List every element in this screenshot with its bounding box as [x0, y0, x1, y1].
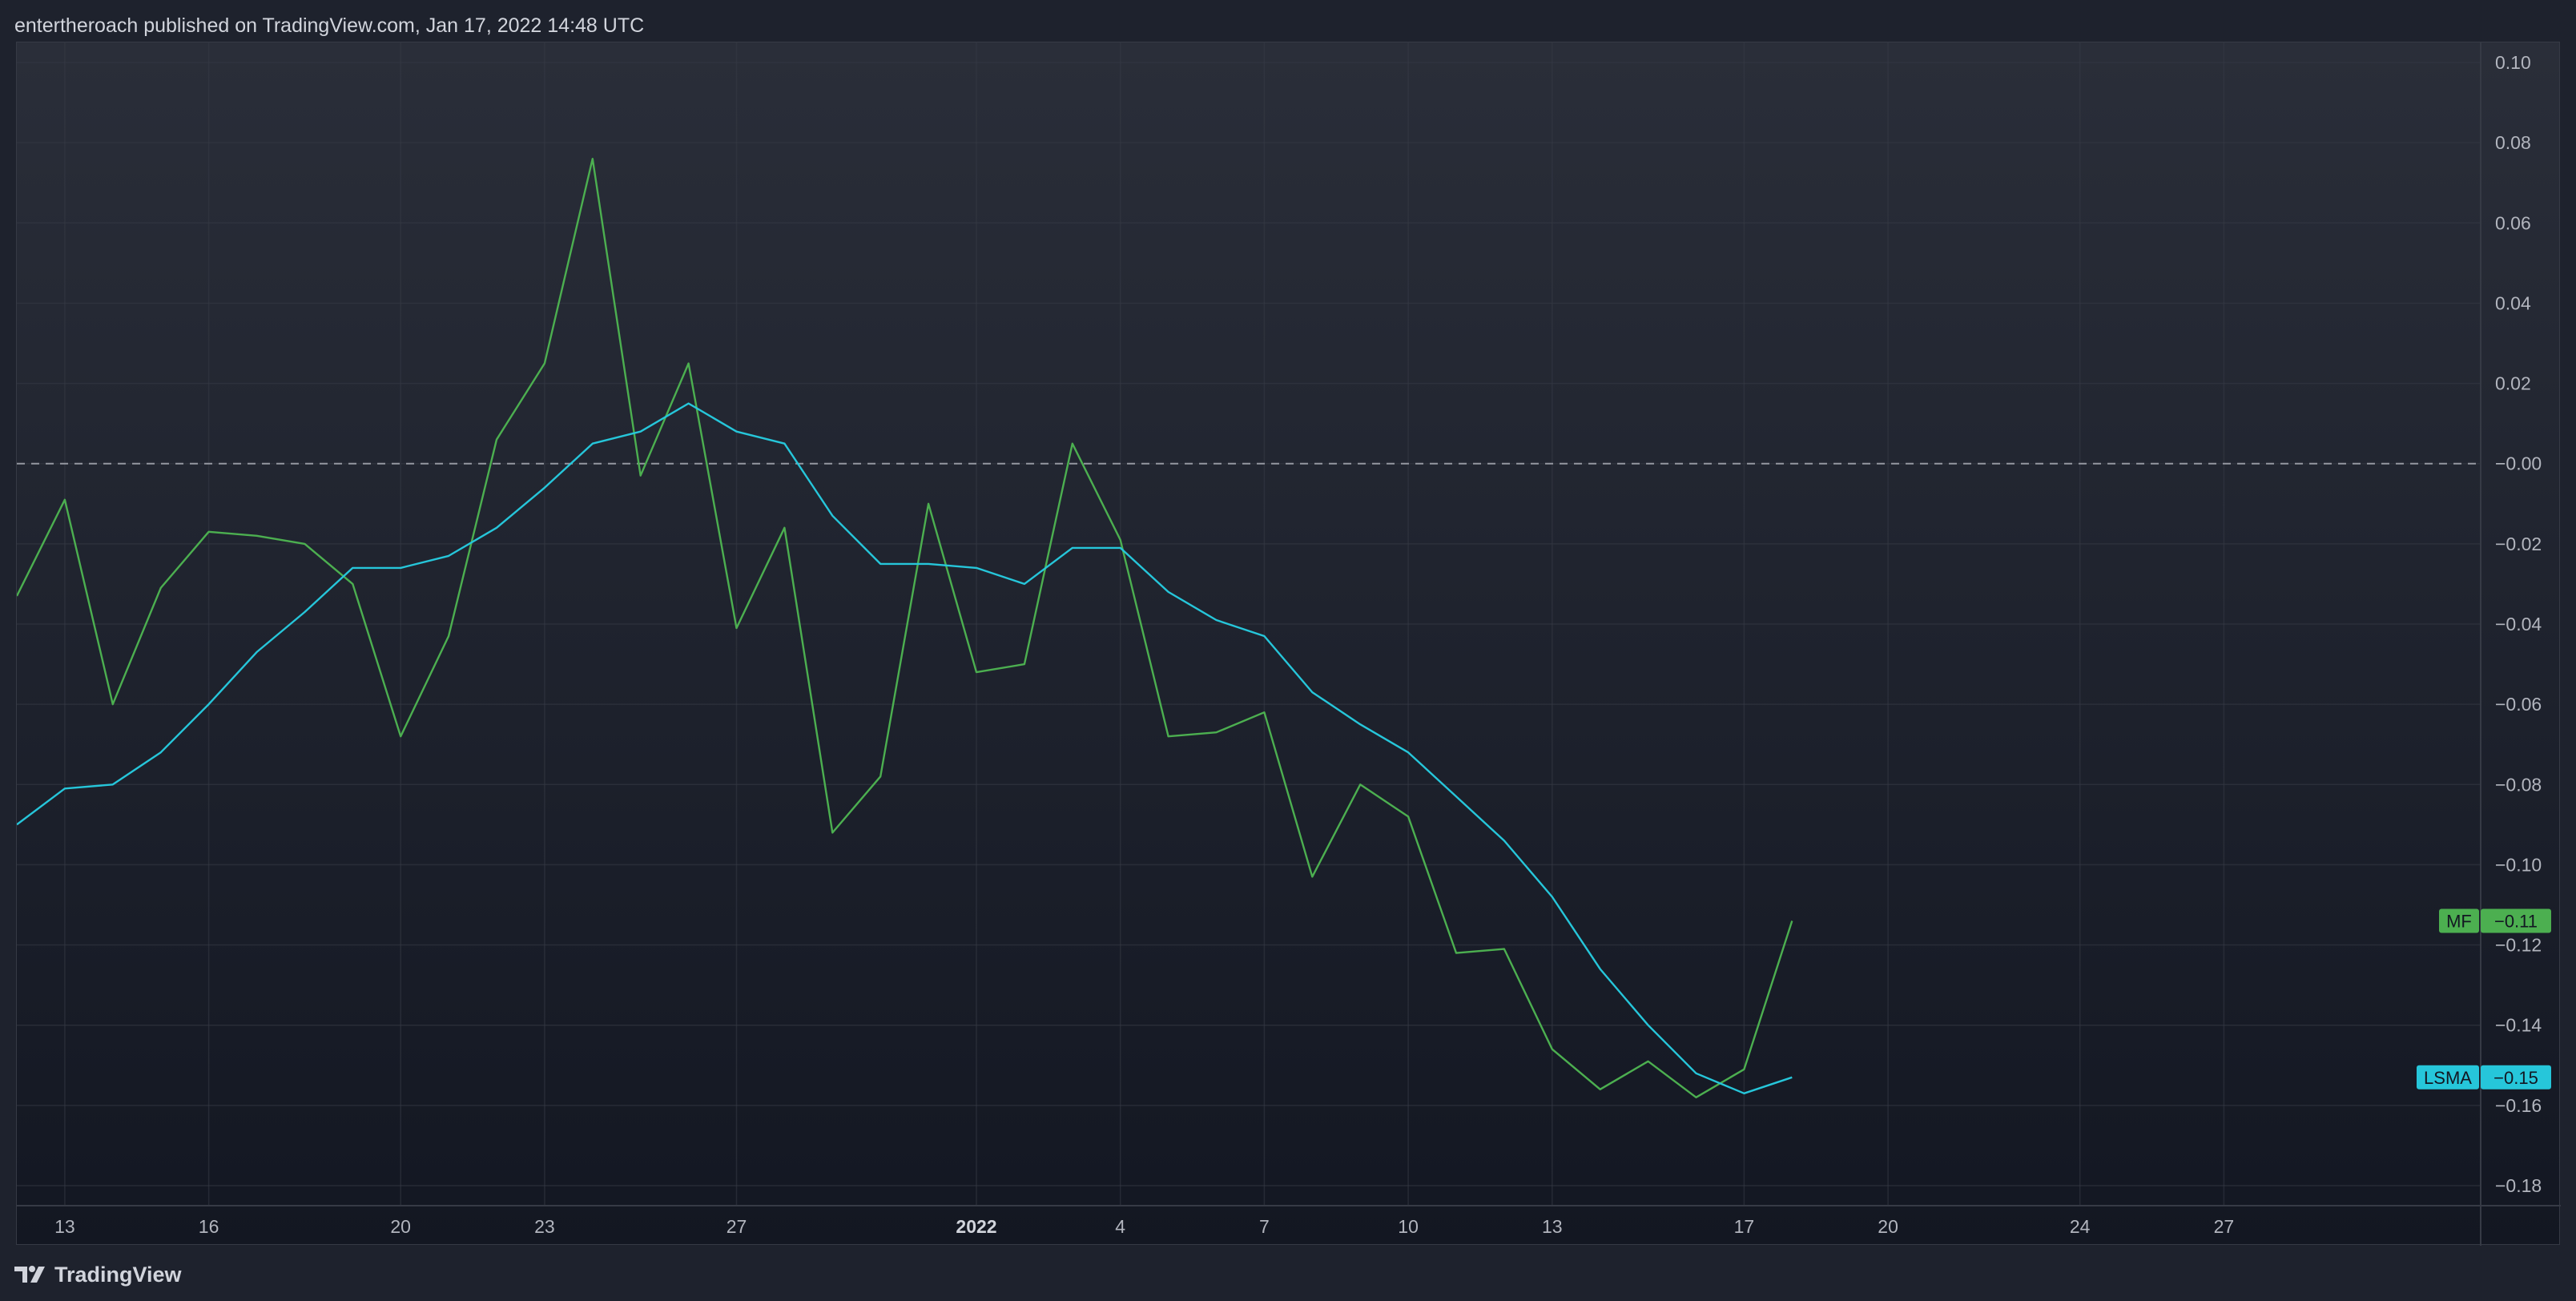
publication-header: entertheroach published on TradingView.c…	[14, 14, 645, 37]
series-name-text: LSMA	[2424, 1068, 2472, 1088]
series-name-text: MF	[2446, 912, 2472, 932]
x-tick-label: 24	[2070, 1216, 2091, 1237]
x-tick-label: 13	[54, 1216, 75, 1237]
last-value-labels: MF −0.11 LSMA −0.15	[2417, 908, 2551, 1090]
x-tick-label: 2022	[956, 1216, 996, 1237]
grid	[17, 42, 2481, 1206]
x-tick-label: 17	[1734, 1216, 1755, 1237]
y-tick-label: 0.10	[2495, 52, 2531, 73]
y-tick-label: −0.06	[2495, 694, 2542, 715]
series-value-text: −0.15	[2493, 1068, 2538, 1088]
brand-name: TradingView	[54, 1263, 182, 1287]
series-value-text: −0.11	[2494, 912, 2538, 932]
tradingview-logo[interactable]: TradingView	[14, 1261, 182, 1288]
series-name-badge	[2439, 908, 2479, 933]
y-tick-label: −0.08	[2495, 774, 2542, 795]
x-tick-label: 20	[1878, 1216, 1898, 1237]
x-tick-label: 16	[199, 1216, 219, 1237]
x-tick-label: 4	[1115, 1216, 1125, 1237]
chart-pane[interactable]: 0.10 0.08 0.06 0.04 0.02 −0.00 −0.02 −0.04 −0.06…	[16, 42, 2561, 1246]
y-tick-label: −0.12	[2495, 935, 2542, 956]
x-tick-label: 27	[727, 1216, 747, 1237]
y-tick-label: −0.00	[2495, 453, 2542, 474]
last-value-label-lsma: LSMA −0.15	[2417, 1065, 2551, 1090]
y-tick-label: −0.04	[2495, 614, 2542, 634]
series-line-lsma[interactable]	[17, 402, 1793, 1095]
series-value-badge	[2481, 1065, 2551, 1090]
y-tick-label: 0.08	[2495, 132, 2531, 153]
y-tick-label: 0.02	[2495, 373, 2531, 394]
y-tick-label: 0.04	[2495, 292, 2531, 313]
x-tick-label: 27	[2214, 1216, 2235, 1237]
series	[17, 157, 2481, 1099]
series-line-mf[interactable]	[17, 157, 1793, 1099]
y-tick-label: −0.14	[2495, 1015, 2542, 1036]
x-tick-label: 10	[1398, 1216, 1419, 1237]
y-tick-label: −0.10	[2495, 854, 2542, 875]
y-tick-label: −0.18	[2495, 1175, 2542, 1196]
x-tick-label: 23	[534, 1216, 555, 1237]
series-value-badge	[2481, 908, 2551, 933]
last-value-label-mf: MF −0.11	[2439, 908, 2551, 933]
x-tick-label: 13	[1542, 1216, 1563, 1237]
x-tick-label: 20	[390, 1216, 411, 1237]
tradingview-logo-icon	[14, 1266, 45, 1283]
series-name-badge	[2417, 1065, 2479, 1090]
y-tick-label: 0.06	[2495, 212, 2531, 233]
y-tick-label: −0.02	[2495, 534, 2542, 554]
chart-canvas[interactable]: 0.10 0.08 0.06 0.04 0.02 −0.00 −0.02 −0.04 −0.06…	[17, 42, 2561, 1246]
axes: 0.10 0.08 0.06 0.04 0.02 −0.00 −0.02 −0.04 −0.06…	[17, 42, 2561, 1246]
y-tick-label: −0.16	[2495, 1095, 2542, 1116]
x-tick-label: 7	[1259, 1216, 1270, 1237]
